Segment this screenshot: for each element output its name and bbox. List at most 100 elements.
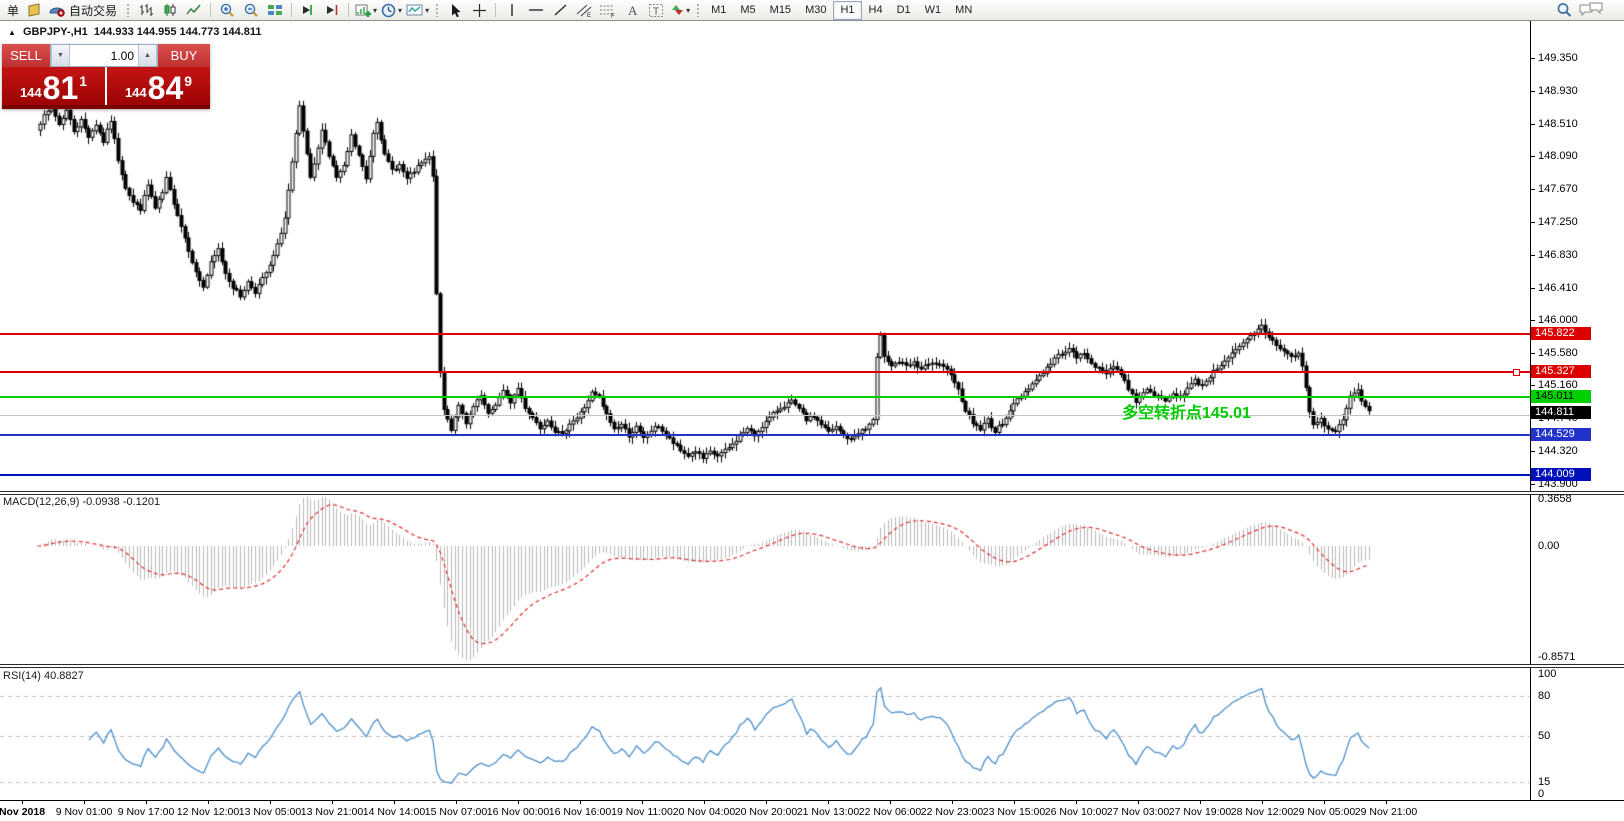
chevron-down-icon: ▾ [398,5,403,15]
timeframe-w1[interactable]: W1 [924,3,942,16]
timeframe-h4[interactable]: H4 [868,3,883,16]
time-tick-mark [456,801,457,804]
horizontal-level-line-144.529[interactable] [0,433,1530,436]
arrows-button[interactable]: ▾ [668,1,692,19]
new-order-button[interactable]: 单 [7,3,20,18]
new-chart-button[interactable]: ▾ [353,1,379,19]
candlestick-chart[interactable] [0,21,1530,491]
price-tick-label: 146.000 [1538,313,1578,326]
buy-price-button[interactable]: 144 84 9 [107,67,210,105]
pane-divider-macd[interactable] [0,491,1624,495]
chat-icon[interactable] [1576,1,1606,19]
time-axis-label: 28 Nov 12:00 [1230,806,1294,818]
rsi-tick-label: 15 [1538,775,1551,788]
volume-increase-button[interactable]: ▲ [138,45,157,66]
time-axis[interactable]: Nov 2018 9 Nov 01:00 9 Nov 17:00 12 Nov 12:… [0,800,1624,821]
time-axis-label: 26 Nov 10:00 [1044,806,1108,818]
time-axis-label: 29 Nov 21:00 [1354,806,1418,818]
time-tick-mark [518,801,519,804]
horizontal-line-icon[interactable] [524,1,548,19]
time-axis-label: 16 Nov 00:00 [486,806,550,818]
price-tick-label: 149.350 [1538,52,1578,64]
trendline-icon[interactable] [548,1,572,19]
time-axis-label: 12 Nov 12:00 [176,806,240,818]
volume-input[interactable] [70,45,138,66]
toolbar-grip[interactable] [435,3,440,17]
time-axis-label: 22 Nov 06:00 [858,806,922,818]
zoom-out-icon[interactable] [239,1,263,19]
timeframe-mn[interactable]: MN [955,3,973,16]
rsi-tick-label: 50 [1538,729,1551,742]
price-tick-label: 148.090 [1538,150,1578,163]
time-tick-mark [270,801,271,804]
macd-indicator-chart[interactable] [0,495,1530,664]
price-tick-label: 148.930 [1538,84,1578,97]
price-tick-mark [1531,58,1535,59]
line-chart-icon[interactable] [182,1,206,19]
horizontal-level-line-144.78[interactable] [0,414,1530,416]
vertical-line-icon[interactable] [500,1,524,19]
collapse-panel-icon[interactable]: ▲ [8,28,16,37]
horizontal-level-line-145.327[interactable] [0,371,1530,374]
toolbar-grip[interactable] [696,3,701,17]
timeframe-m5[interactable]: M5 [740,3,756,16]
rsi-indicator-chart[interactable] [0,668,1530,800]
time-tick-mark [84,801,85,804]
search-icon[interactable] [1552,1,1576,19]
line-drag-handle[interactable] [1513,369,1520,377]
equidistant-channel-icon[interactable]: E [572,1,596,19]
trade-panel-edge [2,105,210,109]
time-axis-label: 13 Nov 21:00 [300,806,364,818]
time-tick-mark [828,801,829,804]
price-tick-label: 146.830 [1538,248,1578,261]
timeframe-h1[interactable]: H1 [833,0,862,20]
sell-button[interactable]: SELL [2,44,50,67]
horizontal-level-line-145.011[interactable] [0,395,1530,398]
templates-button[interactable]: ▾ [404,1,431,19]
horizontal-level-line-144.009[interactable] [0,474,1530,477]
price-tick-label: 144.320 [1538,444,1578,457]
bar-chart-icon[interactable] [134,1,158,19]
periods-clock-button[interactable]: ▾ [379,1,404,19]
cursor-icon[interactable] [443,1,467,19]
auto-scroll-icon[interactable] [296,1,320,19]
pane-divider-rsi[interactable] [0,664,1624,668]
time-tick-mark [580,801,581,804]
candlestick-chart-icon[interactable] [158,1,182,19]
horizontal-level-line-145.822[interactable] [0,332,1530,335]
new-order-icon[interactable] [22,1,46,19]
timeframe-m15[interactable]: M15 [769,3,792,16]
time-axis-label: 14 Nov 14:00 [362,806,426,818]
sell-price-button[interactable]: 144 81 1 [2,67,105,105]
price-tick-mark [1531,483,1535,485]
price-tick-mark [1531,123,1535,125]
autotrading-button[interactable]: 自动交易 [46,1,122,19]
time-axis-label: 16 Nov 16:00 [548,806,612,818]
fibonacci-retracement-icon[interactable]: F [596,1,620,19]
timeframe-m30[interactable]: M30 [805,3,827,16]
svg-text:T: T [653,6,659,17]
pivot-annotation-text[interactable]: 多空转折点145.01 [1122,405,1251,422]
buy-button[interactable]: BUY [158,44,210,67]
price-tick-mark [1531,189,1535,191]
time-tick-mark [890,801,891,804]
price-tick-mark [1531,222,1535,224]
svg-text:E: E [587,13,591,18]
toolbar-grip[interactable] [126,3,131,17]
tile-windows-icon[interactable] [263,1,287,19]
rsi-tick-label: 100 [1538,668,1557,680]
price-level-tag-145.011: 145.011 [1531,389,1591,403]
text-icon[interactable]: A [620,1,644,19]
chart-shift-icon[interactable] [320,1,344,19]
price-tick-mark [1531,319,1535,321]
volume-decrease-button[interactable]: ▼ [51,45,70,66]
crosshair-icon[interactable] [467,1,491,19]
text-label-icon[interactable]: T [644,1,668,19]
time-axis-label: 13 Nov 05:00 [238,806,302,818]
timeframe-m1[interactable]: M1 [711,3,727,16]
timeframe-d1[interactable]: D1 [896,3,911,16]
price-level-tag-145.327: 145.327 [1531,365,1591,379]
zoom-in-icon[interactable] [215,1,239,19]
macd-tick-label: 0.00 [1538,540,1560,552]
time-tick-mark [642,801,643,804]
